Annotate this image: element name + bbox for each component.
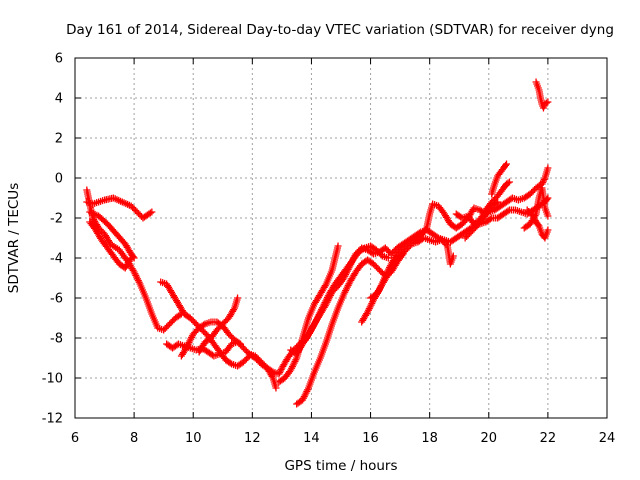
data-point	[146, 209, 154, 217]
data-point	[542, 99, 550, 107]
y-tick-label: 0	[55, 172, 63, 187]
data-point	[503, 160, 511, 168]
data-point	[321, 282, 329, 290]
series-track-19	[523, 206, 552, 242]
x-axis-ticks: 6 8 10 12 14 16 18 20 22 24	[71, 58, 615, 446]
data-point	[544, 226, 552, 234]
series-track-20	[532, 78, 552, 112]
data-point	[544, 212, 552, 220]
y-axis-label: SDTVAR / TECUs	[6, 183, 22, 293]
data-point	[276, 369, 284, 376]
series-track-1	[83, 194, 156, 222]
data-point	[226, 359, 234, 367]
series-track-15	[452, 178, 513, 228]
data-point	[275, 370, 283, 378]
data-point	[486, 215, 494, 223]
x-axis-label: GPS time / hours	[284, 458, 397, 474]
y-tick-label: -4	[50, 252, 63, 267]
x-tick-label: 6	[71, 431, 79, 446]
y-tick-label: -6	[50, 292, 63, 307]
x-tick-label: 12	[244, 431, 261, 446]
series-track-4	[86, 208, 138, 262]
y-tick-label: 4	[55, 92, 63, 107]
data-point	[237, 340, 245, 348]
data-point	[540, 176, 548, 183]
series-track-14	[367, 234, 457, 302]
series-track-2	[83, 186, 185, 334]
y-tick-label: 2	[55, 132, 63, 147]
data-point	[502, 161, 510, 169]
plot-frame	[74, 57, 608, 419]
data-point	[449, 252, 457, 260]
x-tick-label: 20	[481, 431, 498, 446]
y-tick-label: -2	[50, 212, 63, 227]
series-track-16	[461, 164, 552, 242]
data-points	[83, 78, 552, 408]
data-point	[200, 321, 208, 329]
data-point	[148, 208, 156, 216]
data-point	[129, 253, 137, 261]
data-point	[422, 226, 430, 234]
chart-title: Day 161 of 2014, Sidereal Day-to-day VTE…	[66, 22, 614, 38]
data-point	[544, 98, 552, 106]
x-tick-label: 10	[185, 431, 202, 446]
data-point	[531, 215, 539, 223]
data-point	[276, 367, 284, 375]
data-point	[505, 178, 513, 186]
data-point	[230, 306, 238, 314]
x-tick-label: 8	[130, 431, 138, 446]
data-point	[130, 254, 138, 262]
y-axis-ticks: -12 -10 -8 -6 -4 -2 0 2 4 6	[42, 52, 607, 427]
series-track-8	[195, 294, 242, 356]
x-tick-label: 14	[303, 431, 320, 446]
x-tick-label: 18	[421, 431, 438, 446]
data-point	[268, 367, 276, 375]
x-tick-label: 22	[540, 431, 557, 446]
x-tick-label: 24	[599, 431, 616, 446]
x-tick-label: 16	[362, 431, 379, 446]
series-track-17	[488, 160, 511, 198]
data-point	[504, 179, 512, 187]
grid-lines	[75, 58, 607, 418]
data-point	[544, 164, 552, 172]
data-point	[235, 339, 243, 347]
series-track-3	[86, 218, 135, 272]
data-point	[539, 179, 547, 186]
data-point	[529, 212, 537, 220]
data-point	[504, 207, 512, 215]
data-point	[334, 242, 342, 250]
y-tick-label: -12	[42, 412, 63, 427]
data-point	[272, 384, 280, 392]
data-point	[234, 294, 242, 302]
y-tick-label: -8	[50, 332, 63, 347]
data-point	[530, 214, 538, 221]
data-point	[539, 177, 547, 185]
data-point	[384, 254, 392, 262]
y-tick-label: -10	[42, 372, 63, 387]
y-tick-label: 6	[55, 52, 63, 67]
